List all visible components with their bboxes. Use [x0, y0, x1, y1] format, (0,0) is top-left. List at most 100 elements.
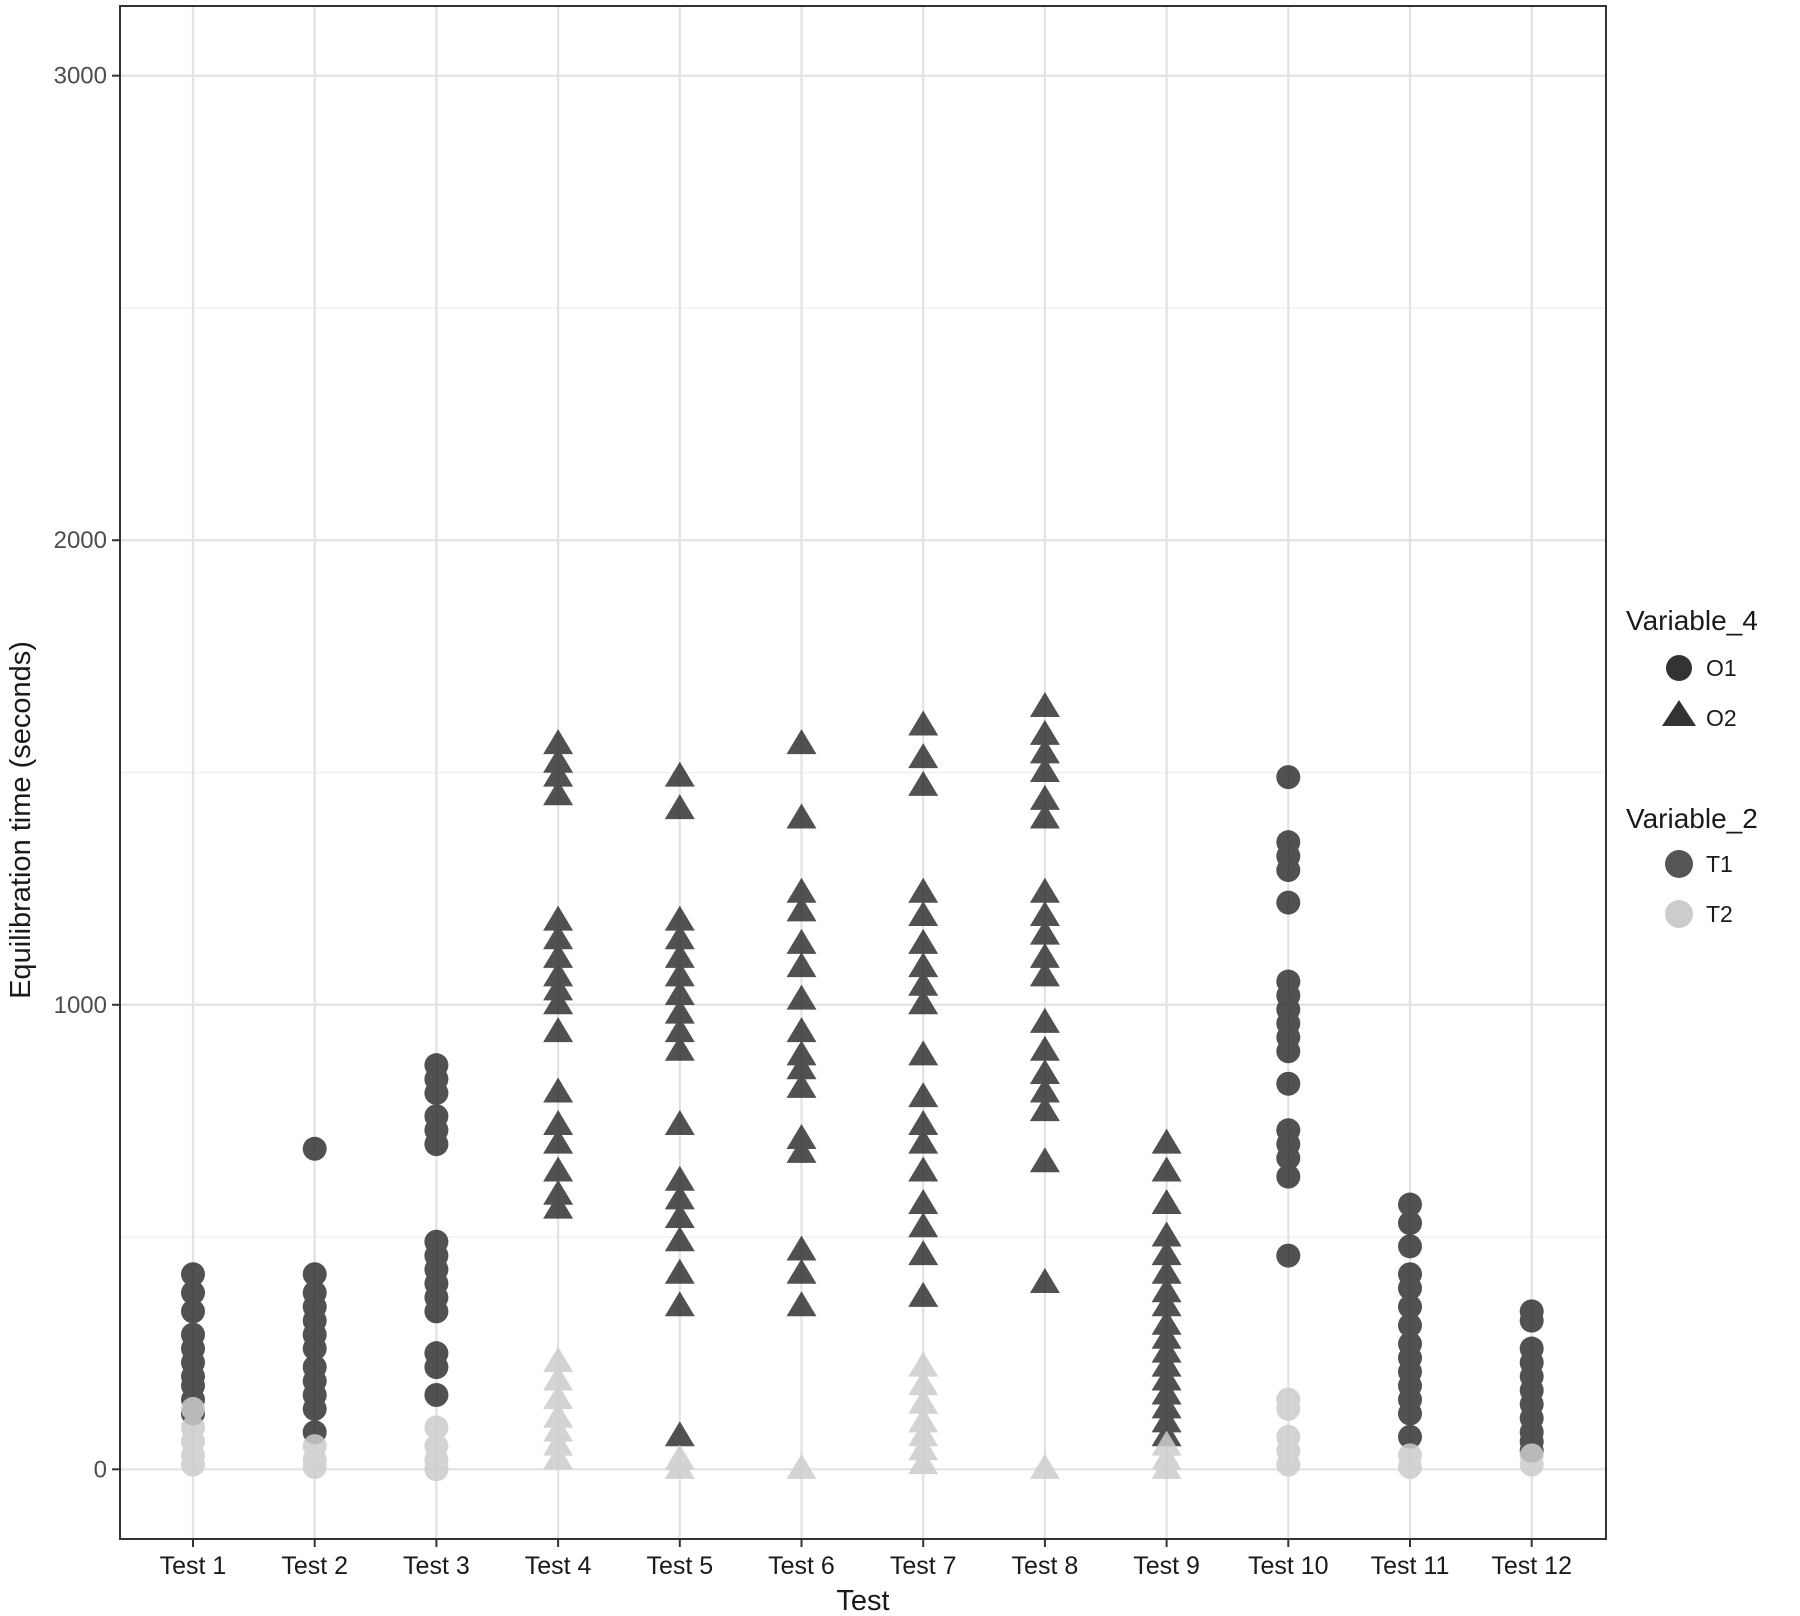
data-point-triangle [786, 928, 817, 954]
data-point-triangle [786, 896, 817, 922]
data-point-triangle [1151, 1393, 1182, 1419]
data-point-triangle [786, 877, 817, 903]
data-point-circle [302, 1336, 327, 1361]
data-point-circle [1276, 1452, 1301, 1477]
data-point-triangle [786, 1235, 817, 1261]
data-point-triangle [1151, 1323, 1182, 1349]
data-point-triangle [543, 761, 574, 787]
series-o1-t2 [181, 1387, 1544, 1482]
data-point-triangle [1151, 1128, 1182, 1154]
legend-key-t1-circle [1665, 850, 1693, 878]
data-point-triangle [1029, 691, 1060, 717]
data-point-triangle [1151, 1291, 1182, 1317]
data-point-circle [1519, 1452, 1544, 1477]
data-point-triangle [664, 1226, 695, 1252]
data-point-circle [181, 1262, 205, 1287]
data-point-triangle [786, 1072, 817, 1098]
data-point-triangle [664, 1258, 695, 1284]
legend: Variable_4 O1 O2 Variable_2 T1 T2 [1626, 605, 1758, 928]
data-point-triangle [543, 942, 574, 968]
data-point-triangle [664, 761, 695, 787]
x-axis: Test 1 Test 2 Test 3 Test 4 Test 5 Test 6 Test… [160, 1539, 1572, 1580]
data-point-circle [181, 1452, 205, 1477]
data-point-circle [1276, 1146, 1301, 1171]
data-point-triangle [1029, 738, 1060, 764]
data-point-circle [1519, 1308, 1544, 1333]
x-tick-label: Test 4 [525, 1552, 592, 1580]
data-point-triangle [786, 729, 817, 755]
data-point-circle [424, 1355, 449, 1380]
data-point-triangle [543, 1444, 574, 1470]
x-tick-label: Test 8 [1012, 1552, 1079, 1580]
data-point-triangle [543, 1156, 574, 1182]
data-point-triangle [786, 1054, 817, 1080]
data-point-triangle [1151, 1277, 1182, 1303]
y-axis: 0 1000 2000 3000 [54, 63, 120, 1483]
data-point-triangle [908, 1407, 939, 1433]
x-tick-label: Test 11 [1371, 1552, 1450, 1580]
data-point-triangle [543, 1128, 574, 1154]
data-point-triangle [543, 1346, 574, 1372]
legend-label-t2: T2 [1706, 901, 1733, 927]
data-point-circle [302, 1262, 327, 1287]
data-point-triangle [543, 924, 574, 950]
data-point-triangle [908, 1370, 939, 1396]
data-point-triangle [1029, 1077, 1060, 1103]
data-point-triangle [1151, 1453, 1182, 1479]
data-point-triangle [908, 743, 939, 769]
data-point-triangle [664, 1017, 695, 1043]
series-o2-t2 [543, 1346, 1182, 1479]
data-point-triangle [1029, 1007, 1060, 1033]
data-point-triangle [908, 1240, 939, 1266]
data-point-triangle [1151, 1407, 1182, 1433]
data-point-circle [1398, 1192, 1422, 1217]
data-point-circle [181, 1280, 205, 1305]
legend-label-t1: T1 [1706, 851, 1733, 877]
data-point-triangle [908, 1189, 939, 1215]
data-point-circle [1276, 1396, 1301, 1421]
data-point-triangle [908, 901, 939, 927]
y-tick-label: 0 [94, 1456, 107, 1483]
data-point-triangle [1151, 1351, 1182, 1377]
data-point-circle [424, 1081, 449, 1106]
data-point-circle [1398, 1211, 1422, 1236]
data-point-triangle [786, 1453, 817, 1479]
data-point-triangle [543, 1179, 574, 1205]
data-point-triangle [1151, 1221, 1182, 1247]
data-point-triangle [1029, 719, 1060, 745]
x-axis-title: Test [836, 1585, 889, 1616]
x-tick-label: Test 9 [1133, 1552, 1200, 1580]
data-point-triangle [908, 1040, 939, 1066]
data-point-triangle [1151, 1430, 1182, 1456]
data-point-triangle [786, 1040, 817, 1066]
legend-label-o1: O1 [1706, 655, 1737, 681]
data-point-triangle [908, 1351, 939, 1377]
series-o1-t1 [181, 765, 1544, 1463]
x-tick-label: Test 2 [281, 1552, 348, 1580]
data-point-circle [424, 1299, 449, 1324]
data-point-triangle [908, 1388, 939, 1414]
x-tick-label: Test 5 [646, 1552, 713, 1580]
data-point-triangle [664, 1165, 695, 1191]
data-point-triangle [908, 952, 939, 978]
data-point-triangle [908, 1156, 939, 1182]
data-point-triangle [664, 924, 695, 950]
data-point-triangle [786, 1017, 817, 1043]
data-point-circle [1398, 1313, 1422, 1338]
data-point-triangle [1151, 1258, 1182, 1284]
y-tick-label: 1000 [54, 992, 107, 1019]
data-point-triangle [664, 1291, 695, 1317]
data-point-circle [1276, 765, 1301, 790]
data-point-triangle [908, 1281, 939, 1307]
data-point-triangle [1029, 961, 1060, 987]
data-point-triangle [1029, 1147, 1060, 1173]
data-point-triangle [664, 979, 695, 1005]
data-point-triangle [543, 1416, 574, 1442]
legend-title-variable-2: Variable_2 [1626, 803, 1758, 834]
data-point-triangle [908, 770, 939, 796]
data-point-circle [424, 1457, 449, 1482]
data-point-circle [1398, 1294, 1422, 1319]
data-point-triangle [786, 1291, 817, 1317]
legend-label-o2: O2 [1706, 705, 1737, 731]
data-point-triangle [1029, 1035, 1060, 1061]
